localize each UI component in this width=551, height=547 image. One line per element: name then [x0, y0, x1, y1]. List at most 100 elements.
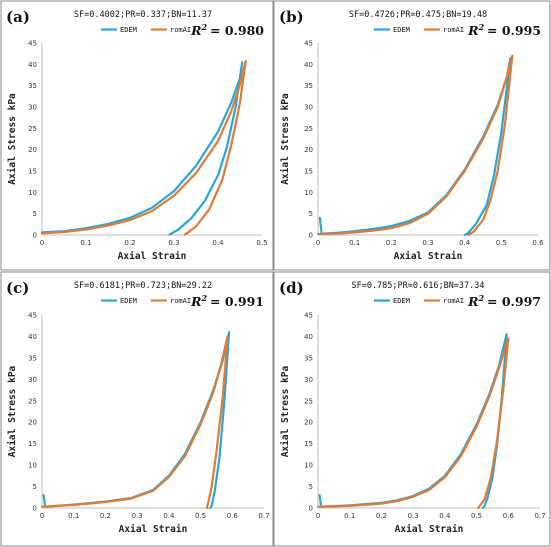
x-tick-label: 0.2 — [124, 239, 135, 247]
y-tick-label: 40 — [304, 61, 313, 69]
y-tick-label: 20 — [28, 419, 37, 427]
r2-annotation: R2 = 0.991 — [190, 293, 264, 309]
y-tick-label: 20 — [28, 146, 37, 154]
y-tick-label: 40 — [28, 333, 37, 341]
x-tick-label: 0.2 — [376, 512, 387, 520]
x-tick-label: 0 — [316, 512, 320, 520]
y-tick-label: 45 — [304, 40, 313, 48]
y-axis-title: Axial Stress kPa — [280, 365, 291, 457]
y-axis-title: Axial Stress kPa — [280, 93, 291, 185]
x-tick-label: 0.5 — [471, 512, 482, 520]
y-tick-label: 0 — [33, 505, 37, 513]
x-tick-label: 0.1 — [68, 512, 79, 520]
x-tick-label: 0 — [40, 512, 44, 520]
legend-label-EDEM: EDEM — [120, 26, 137, 34]
x-tick-label: 0.4 — [212, 239, 224, 247]
x-tick-label: 0.3 — [168, 239, 179, 247]
panel-label: (d) — [279, 279, 304, 297]
x-tick-label: 0 — [40, 239, 44, 247]
legend-label-romAI: romAI — [443, 26, 464, 34]
x-tick-label: 0.2 — [100, 512, 111, 520]
y-tick-label: 0 — [309, 232, 313, 240]
series-line-EDEM — [318, 56, 512, 237]
y-tick-label: 15 — [28, 440, 37, 448]
y-tick-label: 45 — [28, 40, 37, 48]
series-line-romAI — [316, 337, 510, 510]
panel-border — [0, 0, 274, 271]
panel-border — [273, 271, 551, 547]
y-tick-label: 10 — [28, 462, 37, 470]
panel-label: (c) — [6, 279, 29, 297]
y-tick-label: 20 — [304, 146, 313, 154]
r2-annotation: R2 = 0.980 — [190, 22, 264, 38]
y-tick-label: 35 — [28, 354, 37, 362]
y-tick-label: 15 — [304, 440, 313, 448]
r2-annotation: R2 = 0.995 — [467, 22, 541, 38]
x-tick-label: 0.4 — [439, 512, 451, 520]
y-tick-label: 10 — [304, 462, 313, 470]
x-tick-label: 0.6 — [532, 239, 544, 247]
params-text: SF=0.4726;PR=0.475;BN=19.48 — [349, 10, 487, 20]
x-axis-title: Axial Strain — [395, 524, 464, 535]
y-tick-label: 15 — [304, 168, 313, 176]
y-tick-label: 40 — [28, 61, 37, 69]
chart-panel-2: 0 5 10 15 20 25 30 35 40 45 0 0.1 0.2 0.3 0.4 0.5 0.6 Axi… — [273, 0, 551, 271]
legend-label-romAI: romAI — [170, 26, 191, 34]
y-tick-label: 25 — [28, 397, 37, 405]
legend-label-romAI: romAI — [170, 297, 191, 305]
legend-label-EDEM: EDEM — [120, 297, 137, 305]
legend-label-EDEM: EDEM — [393, 297, 410, 305]
x-tick-label: 0.3 — [408, 512, 419, 520]
chart-panel-1: 0 5 10 15 20 25 30 35 40 45 0 0.1 0.2 0.3 0.4 0.5 Axial … — [0, 0, 274, 271]
x-tick-label: 0.4 — [163, 512, 175, 520]
y-tick-label: 35 — [28, 82, 37, 90]
panel-border — [273, 0, 551, 271]
series-line-EDEM — [40, 61, 244, 236]
params-text: SF=0.785;PR=0.616;BN=37.34 — [351, 281, 484, 291]
panel-border — [0, 271, 274, 547]
chart-panel-3: 0 5 10 15 20 25 30 35 40 45 0 0.1 0.2 0.3 0.4 0.5 0.6 0.7… — [0, 271, 274, 547]
panel-label: (b) — [279, 8, 304, 26]
x-tick-label: 0.6 — [227, 512, 239, 520]
y-tick-label: 25 — [28, 125, 37, 133]
x-tick-label: 0.3 — [422, 239, 433, 247]
y-tick-label: 5 — [309, 210, 313, 218]
y-tick-label: 25 — [304, 125, 313, 133]
y-tick-label: 20 — [304, 419, 313, 427]
y-tick-label: 45 — [28, 312, 37, 320]
x-axis-title: Axial Strain — [394, 251, 463, 262]
params-text: SF=0.6181;PR=0.723;BN=29.22 — [74, 281, 212, 291]
y-tick-label: 30 — [28, 376, 37, 384]
params-text: SF=0.4002;PR=0.337;BN=11.37 — [74, 10, 212, 20]
x-axis-title: Axial Strain — [118, 251, 187, 262]
series-line-romAI — [40, 335, 229, 510]
y-tick-label: 10 — [28, 189, 37, 197]
x-tick-label: 0.7 — [534, 512, 545, 520]
x-tick-label: 0.1 — [349, 239, 360, 247]
legend-label-romAI: romAI — [443, 297, 464, 305]
x-tick-label: 0.2 — [386, 239, 397, 247]
x-tick-label: 0.6 — [503, 512, 515, 520]
y-tick-label: 30 — [28, 104, 37, 112]
y-tick-label: 5 — [309, 483, 313, 491]
x-tick-label: 0.5 — [496, 239, 507, 247]
y-axis-title: Axial Stress kPa — [7, 365, 18, 457]
y-tick-label: 35 — [304, 354, 313, 362]
chart-panel-4: 0 5 10 15 20 25 30 35 40 45 0 0.1 0.2 0.3 0.4 0.5 0.6 0.7… — [273, 271, 551, 547]
y-tick-label: 35 — [304, 82, 313, 90]
y-tick-label: 40 — [304, 333, 313, 341]
x-tick-label: 0.1 — [80, 239, 91, 247]
x-tick-label: 0.5 — [256, 239, 267, 247]
y-tick-label: 0 — [33, 232, 37, 240]
y-tick-label: 10 — [304, 189, 313, 197]
x-tick-label: 0.7 — [258, 512, 269, 520]
y-axis-title: Axial Stress kPa — [7, 93, 18, 185]
x-tick-label: 0.4 — [459, 239, 471, 247]
x-tick-label: 0.1 — [344, 512, 355, 520]
y-tick-label: 30 — [304, 376, 313, 384]
x-tick-label: 0 — [316, 239, 320, 247]
y-tick-label: 25 — [304, 397, 313, 405]
y-tick-label: 5 — [33, 483, 37, 491]
